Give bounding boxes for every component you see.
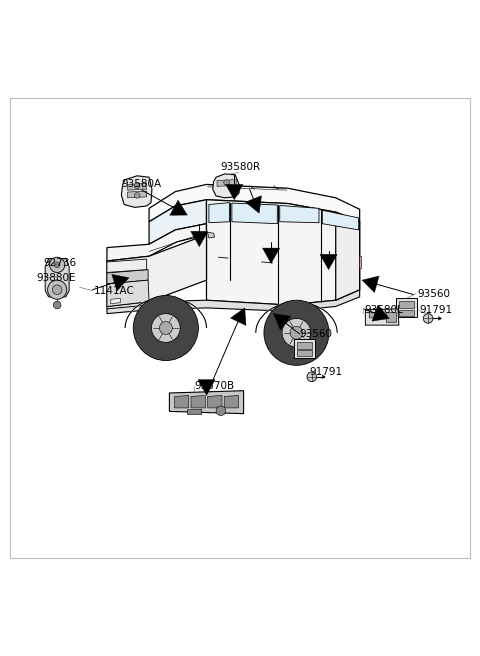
- Circle shape: [49, 257, 65, 272]
- Polygon shape: [170, 200, 187, 215]
- Polygon shape: [386, 312, 396, 322]
- Polygon shape: [107, 290, 360, 314]
- Polygon shape: [217, 180, 236, 186]
- Polygon shape: [439, 316, 442, 320]
- Circle shape: [48, 280, 67, 299]
- Polygon shape: [112, 274, 129, 291]
- Polygon shape: [263, 248, 280, 264]
- Text: 1141AC: 1141AC: [94, 285, 135, 296]
- Polygon shape: [323, 375, 325, 379]
- Circle shape: [134, 193, 140, 198]
- Polygon shape: [45, 258, 69, 297]
- Polygon shape: [149, 184, 360, 222]
- Circle shape: [307, 372, 317, 382]
- Text: 93580R: 93580R: [220, 163, 260, 173]
- Polygon shape: [191, 396, 205, 408]
- Polygon shape: [224, 396, 239, 408]
- Polygon shape: [320, 255, 337, 270]
- Text: 93570B: 93570B: [194, 381, 235, 392]
- Polygon shape: [323, 211, 359, 230]
- Polygon shape: [396, 298, 417, 318]
- Polygon shape: [226, 184, 243, 199]
- Polygon shape: [365, 309, 399, 325]
- Polygon shape: [399, 310, 414, 316]
- Circle shape: [423, 314, 433, 323]
- Polygon shape: [107, 280, 149, 306]
- Polygon shape: [362, 276, 379, 293]
- Circle shape: [159, 321, 172, 335]
- Polygon shape: [369, 312, 384, 318]
- Polygon shape: [336, 212, 360, 300]
- Text: 91791: 91791: [420, 305, 453, 315]
- Polygon shape: [128, 184, 147, 190]
- Polygon shape: [107, 235, 206, 306]
- Polygon shape: [149, 199, 206, 244]
- Polygon shape: [297, 350, 312, 356]
- Circle shape: [290, 326, 303, 339]
- Circle shape: [282, 318, 311, 347]
- Circle shape: [216, 406, 226, 416]
- Circle shape: [152, 314, 180, 342]
- Polygon shape: [209, 203, 229, 222]
- Text: 91791: 91791: [310, 367, 343, 377]
- Circle shape: [52, 285, 62, 295]
- Polygon shape: [107, 224, 206, 261]
- Text: 92736: 92736: [44, 258, 77, 268]
- Polygon shape: [174, 396, 189, 408]
- Polygon shape: [208, 396, 222, 408]
- Polygon shape: [121, 176, 152, 207]
- Polygon shape: [280, 205, 319, 222]
- Text: 93560: 93560: [300, 329, 333, 338]
- Circle shape: [224, 180, 229, 186]
- Text: 93580A: 93580A: [122, 179, 162, 189]
- Polygon shape: [399, 301, 414, 308]
- Polygon shape: [274, 314, 291, 330]
- Circle shape: [53, 301, 61, 309]
- Text: 93580L: 93580L: [364, 305, 403, 315]
- Circle shape: [133, 295, 198, 361]
- Polygon shape: [107, 270, 148, 284]
- Polygon shape: [230, 308, 246, 325]
- Polygon shape: [111, 298, 120, 304]
- Polygon shape: [213, 174, 239, 198]
- Polygon shape: [372, 305, 389, 321]
- Polygon shape: [107, 259, 147, 272]
- Circle shape: [134, 183, 140, 189]
- Text: 93560: 93560: [417, 289, 450, 298]
- Polygon shape: [294, 339, 315, 358]
- Polygon shape: [232, 203, 277, 224]
- Polygon shape: [128, 191, 147, 198]
- Polygon shape: [191, 232, 208, 247]
- Polygon shape: [207, 232, 215, 238]
- Polygon shape: [297, 342, 312, 348]
- Polygon shape: [169, 391, 243, 414]
- Polygon shape: [187, 409, 202, 415]
- Text: 93880E: 93880E: [36, 273, 76, 283]
- Circle shape: [264, 300, 329, 365]
- Polygon shape: [198, 380, 215, 395]
- Circle shape: [54, 262, 60, 268]
- Polygon shape: [359, 256, 360, 268]
- Polygon shape: [245, 195, 262, 213]
- Polygon shape: [206, 199, 360, 305]
